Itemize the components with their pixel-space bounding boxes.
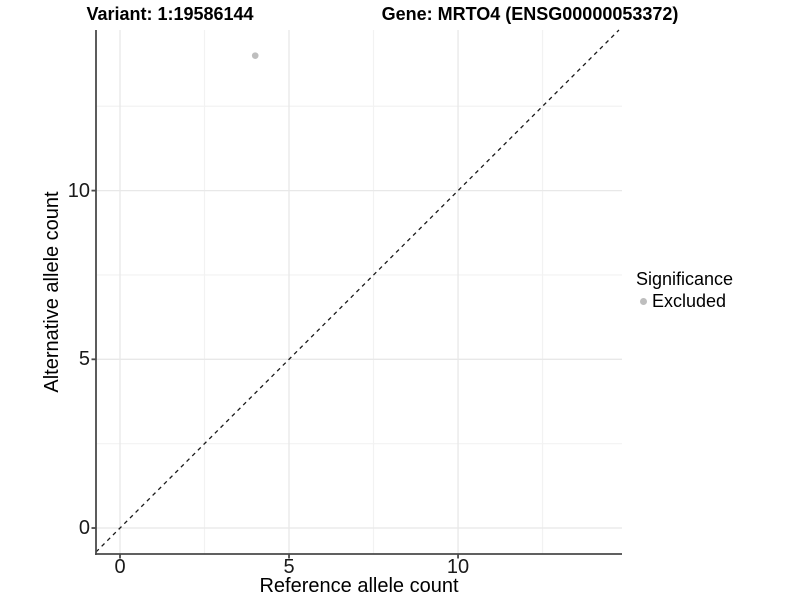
x-tick-label: 0	[114, 556, 126, 578]
y-tick-label: 5	[78, 348, 90, 371]
x-axis-title: Reference allele count	[259, 575, 459, 597]
excluded-dot-icon	[640, 297, 647, 305]
legend-item-label: Excluded	[652, 291, 727, 311]
y-tick-label: 0	[78, 517, 90, 540]
identity-reference-line	[95, 29, 620, 553]
x-tick-label: 5	[283, 556, 295, 578]
y-tick-label: 10	[67, 179, 90, 202]
legend-title: Significance	[636, 269, 734, 289]
x-tick-label: 10	[446, 556, 470, 578]
variant-title: Variant: 1:19586144	[86, 4, 254, 24]
legend: Significance Excluded	[634, 269, 733, 311]
legend-item-excluded: Excluded	[634, 291, 733, 311]
y-axis-title: Alternative allele count	[41, 191, 63, 393]
gene-title: Gene: MRTO4 (ENSG00000053372)	[381, 4, 679, 24]
data-point	[251, 52, 259, 59]
